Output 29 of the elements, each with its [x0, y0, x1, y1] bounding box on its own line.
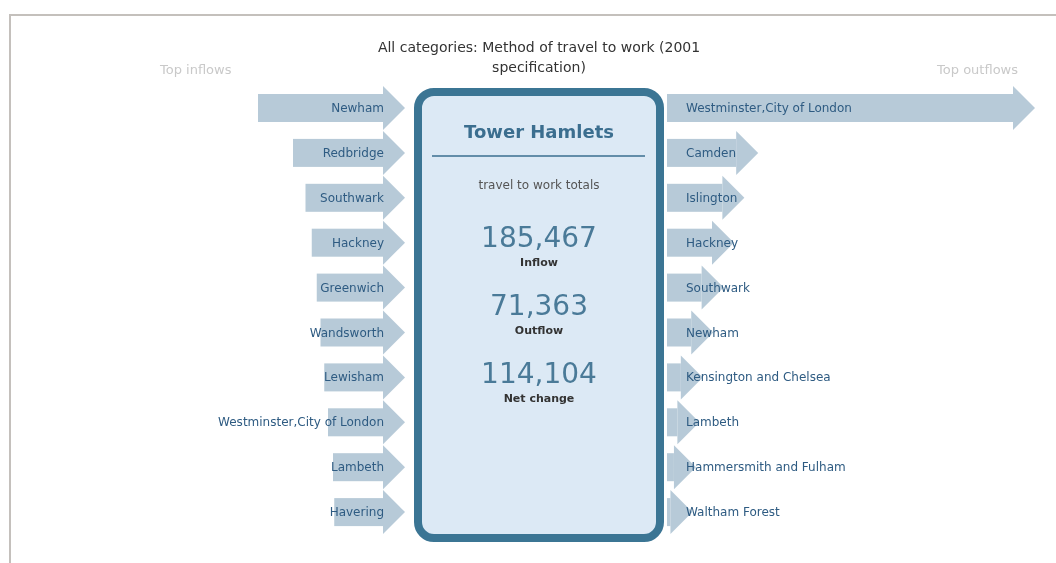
y-tick-label: Hackney — [331, 235, 384, 250]
y-tick-label: Newham — [331, 101, 384, 115]
text: Inflow — [520, 256, 558, 269]
text: travel to work totals — [478, 178, 600, 192]
y-tick-label: Havering — [329, 505, 384, 520]
text: Outflow — [514, 324, 564, 337]
y-tick-label: Lewisham — [324, 370, 384, 385]
y-tick-label: Waltham Forest — [686, 505, 781, 520]
y-tick-label: Kensington and Chelsea — [686, 370, 831, 385]
y-tick-label: Southwark — [686, 280, 750, 295]
y-tick-label: Greenwich — [320, 280, 384, 295]
y-tick-label: Wandsworth — [309, 325, 384, 340]
text: 71,363 — [490, 289, 588, 322]
text: Net change — [503, 392, 575, 405]
y-tick-label: Hammersmith and Fulham — [686, 460, 846, 475]
y-tick-label: Lambeth — [686, 415, 740, 430]
y-tick-label: Islington — [686, 190, 738, 205]
y-tick-label: Southwark — [320, 190, 385, 205]
text: 114,104 — [481, 357, 597, 390]
y-tick-label: Newham — [686, 325, 739, 340]
text: Tower Hamlets — [464, 121, 614, 142]
text: 185,467 — [481, 221, 597, 254]
y-tick-label: Westminster,City of London — [218, 415, 384, 430]
y-tick-label: Camden — [686, 145, 737, 160]
y-tick-label: Redbridge — [322, 145, 384, 160]
text: All categories: Method of travel to work (2001 specification) — [377, 39, 701, 75]
y-tick-label: Westminster,City of London — [686, 101, 852, 115]
y-tick-label: Hackney — [686, 235, 739, 250]
y-tick-label: Lambeth — [330, 460, 384, 475]
